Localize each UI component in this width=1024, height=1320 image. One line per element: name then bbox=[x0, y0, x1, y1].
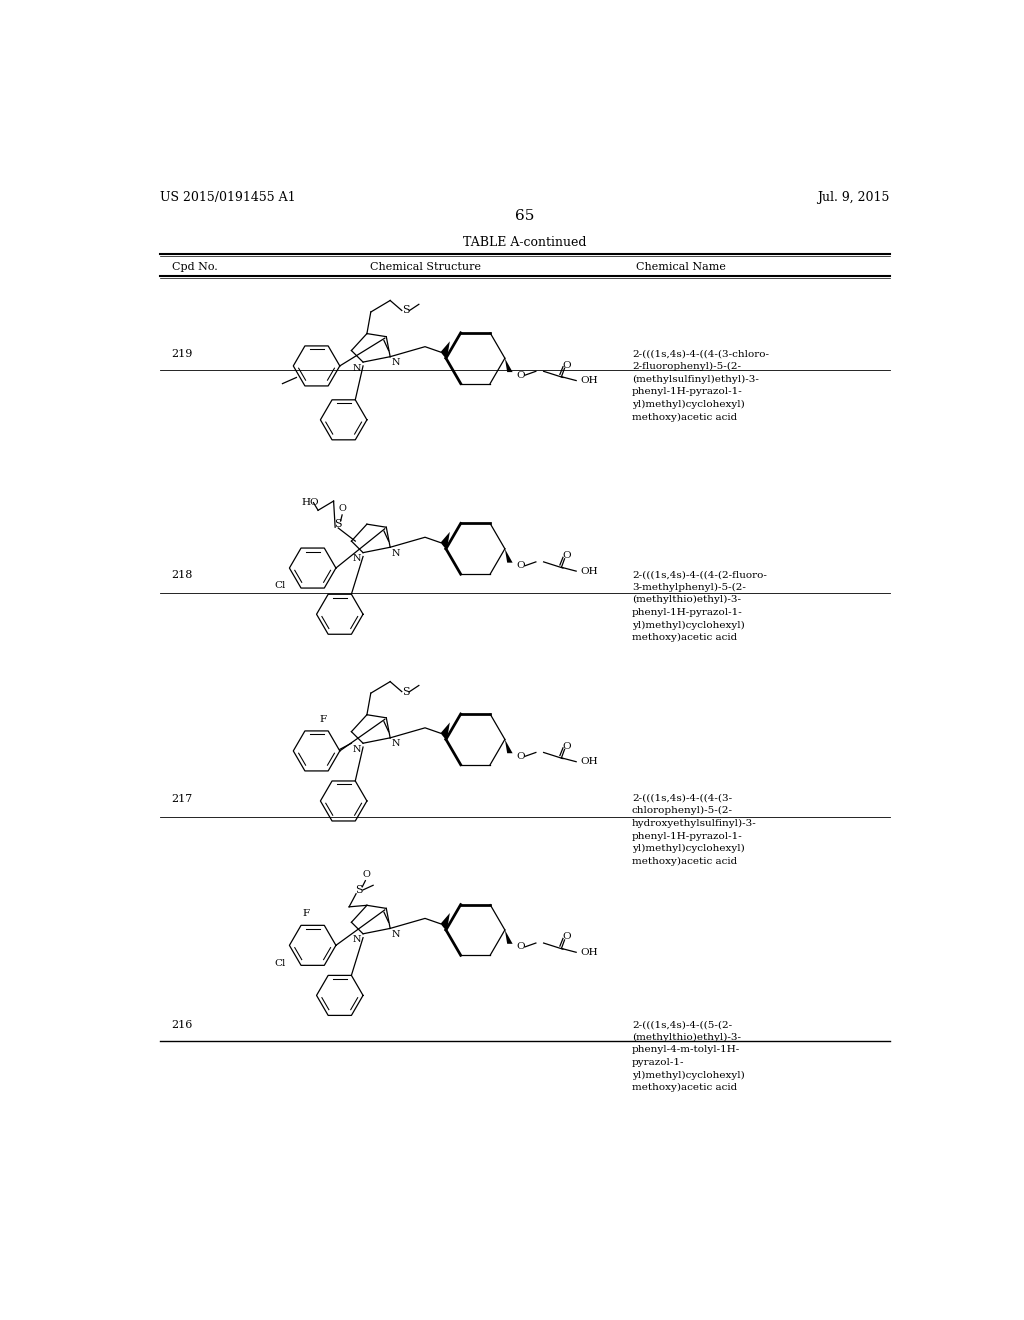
Text: S: S bbox=[355, 884, 362, 895]
Text: Jul. 9, 2015: Jul. 9, 2015 bbox=[817, 190, 890, 203]
Text: Chemical Name: Chemical Name bbox=[636, 263, 726, 272]
Text: O: O bbox=[516, 561, 524, 570]
Text: OH: OH bbox=[581, 758, 598, 766]
Text: 2-(((1s,4s)-4-((4-(3-chloro-
2-fluorophenyl)-5-(2-
(methylsulfinyl)ethyl)-3-
phe: 2-(((1s,4s)-4-((4-(3-chloro- 2-fluorophe… bbox=[632, 350, 769, 421]
Text: N: N bbox=[392, 931, 400, 939]
Text: 65: 65 bbox=[515, 210, 535, 223]
Text: N: N bbox=[392, 549, 400, 558]
Text: 2-(((1s,4s)-4-((5-(2-
(methylthio)ethyl)-3-
phenyl-4-m-tolyl-1H-
pyrazol-1-
yl)m: 2-(((1s,4s)-4-((5-(2- (methylthio)ethyl)… bbox=[632, 1020, 744, 1093]
Text: F: F bbox=[302, 909, 309, 919]
Text: TABLE A-continued: TABLE A-continued bbox=[463, 236, 587, 249]
Text: 216: 216 bbox=[172, 1020, 193, 1031]
Text: US 2015/0191455 A1: US 2015/0191455 A1 bbox=[160, 190, 295, 203]
Text: O: O bbox=[562, 742, 571, 751]
Text: N: N bbox=[353, 936, 361, 944]
Text: O: O bbox=[516, 752, 524, 760]
Text: N: N bbox=[353, 554, 361, 564]
Text: N: N bbox=[392, 739, 400, 748]
Text: HO: HO bbox=[301, 498, 318, 507]
Text: N: N bbox=[353, 363, 361, 372]
Text: 219: 219 bbox=[172, 350, 193, 359]
Text: S: S bbox=[401, 686, 410, 697]
Text: 218: 218 bbox=[172, 570, 193, 579]
Text: F: F bbox=[319, 715, 327, 723]
Text: Cpd No.: Cpd No. bbox=[172, 263, 217, 272]
Text: OH: OH bbox=[581, 376, 598, 385]
Text: O: O bbox=[562, 360, 571, 370]
Polygon shape bbox=[505, 931, 513, 944]
Polygon shape bbox=[440, 913, 450, 932]
Polygon shape bbox=[505, 358, 513, 372]
Text: S: S bbox=[335, 519, 342, 529]
Text: N: N bbox=[353, 744, 361, 754]
Text: O: O bbox=[562, 552, 571, 561]
Text: 217: 217 bbox=[172, 793, 193, 804]
Text: 2-(((1s,4s)-4-((4-(2-fluoro-
3-methylphenyl)-5-(2-
(methylthio)ethyl)-3-
phenyl-: 2-(((1s,4s)-4-((4-(2-fluoro- 3-methylphe… bbox=[632, 570, 767, 643]
Text: Cl: Cl bbox=[274, 958, 286, 968]
Text: O: O bbox=[339, 504, 347, 512]
Polygon shape bbox=[440, 532, 450, 550]
Text: Cl: Cl bbox=[274, 581, 286, 590]
Polygon shape bbox=[505, 739, 513, 754]
Text: N: N bbox=[392, 358, 400, 367]
Text: OH: OH bbox=[581, 948, 598, 957]
Text: O: O bbox=[362, 870, 371, 879]
Text: OH: OH bbox=[581, 566, 598, 576]
Text: Chemical Structure: Chemical Structure bbox=[370, 263, 481, 272]
Polygon shape bbox=[440, 722, 450, 741]
Polygon shape bbox=[440, 342, 450, 360]
Polygon shape bbox=[505, 549, 513, 562]
Text: S: S bbox=[401, 305, 410, 315]
Text: O: O bbox=[516, 942, 524, 952]
Text: O: O bbox=[562, 932, 571, 941]
Text: O: O bbox=[516, 371, 524, 380]
Text: 2-(((1s,4s)-4-((4-(3-
chlorophenyl)-5-(2-
hydroxyethylsulfinyl)-3-
phenyl-1H-pyr: 2-(((1s,4s)-4-((4-(3- chlorophenyl)-5-(2… bbox=[632, 793, 757, 866]
